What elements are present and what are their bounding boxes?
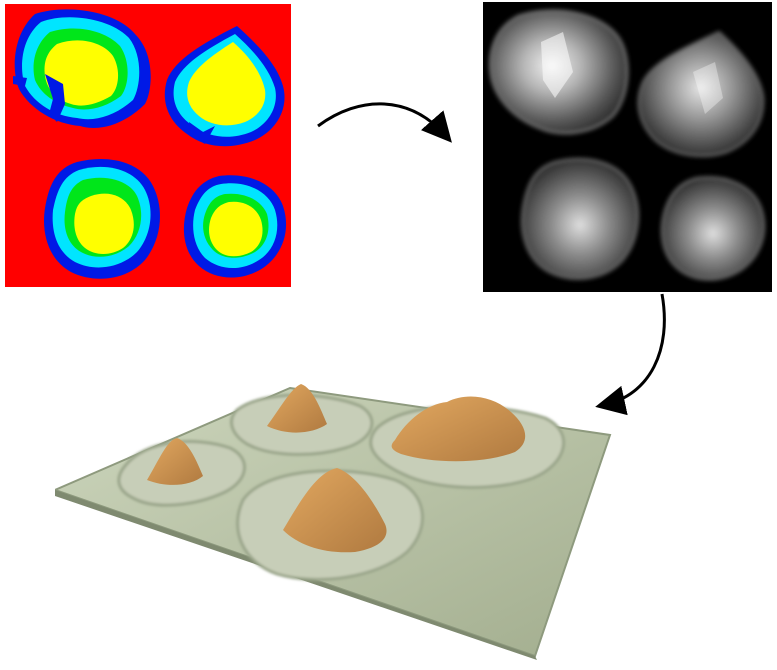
color-map-island-bottom-left [44, 159, 160, 279]
height-map-panel [483, 2, 772, 292]
height-map-island-top-right [637, 30, 765, 157]
terrain-peak-left [147, 438, 203, 485]
terrain-peak-top [267, 384, 327, 433]
terrain-render-panel [55, 340, 715, 660]
terrain-render-image [55, 384, 612, 660]
terrain-peak-center [283, 468, 387, 553]
terrain-peak-right [391, 396, 526, 462]
color-map-panel [5, 4, 291, 287]
height-map-island-bottom-right [660, 176, 766, 281]
color-map-island-top-left [13, 9, 151, 128]
arrow-color-to-height [317, 102, 452, 143]
color-map-island-bottom-right [183, 175, 287, 278]
height-map-image [483, 2, 772, 292]
color-map-image [5, 4, 291, 287]
height-map-island-bottom-left [521, 158, 639, 280]
color-map-island-top-right [164, 26, 285, 147]
